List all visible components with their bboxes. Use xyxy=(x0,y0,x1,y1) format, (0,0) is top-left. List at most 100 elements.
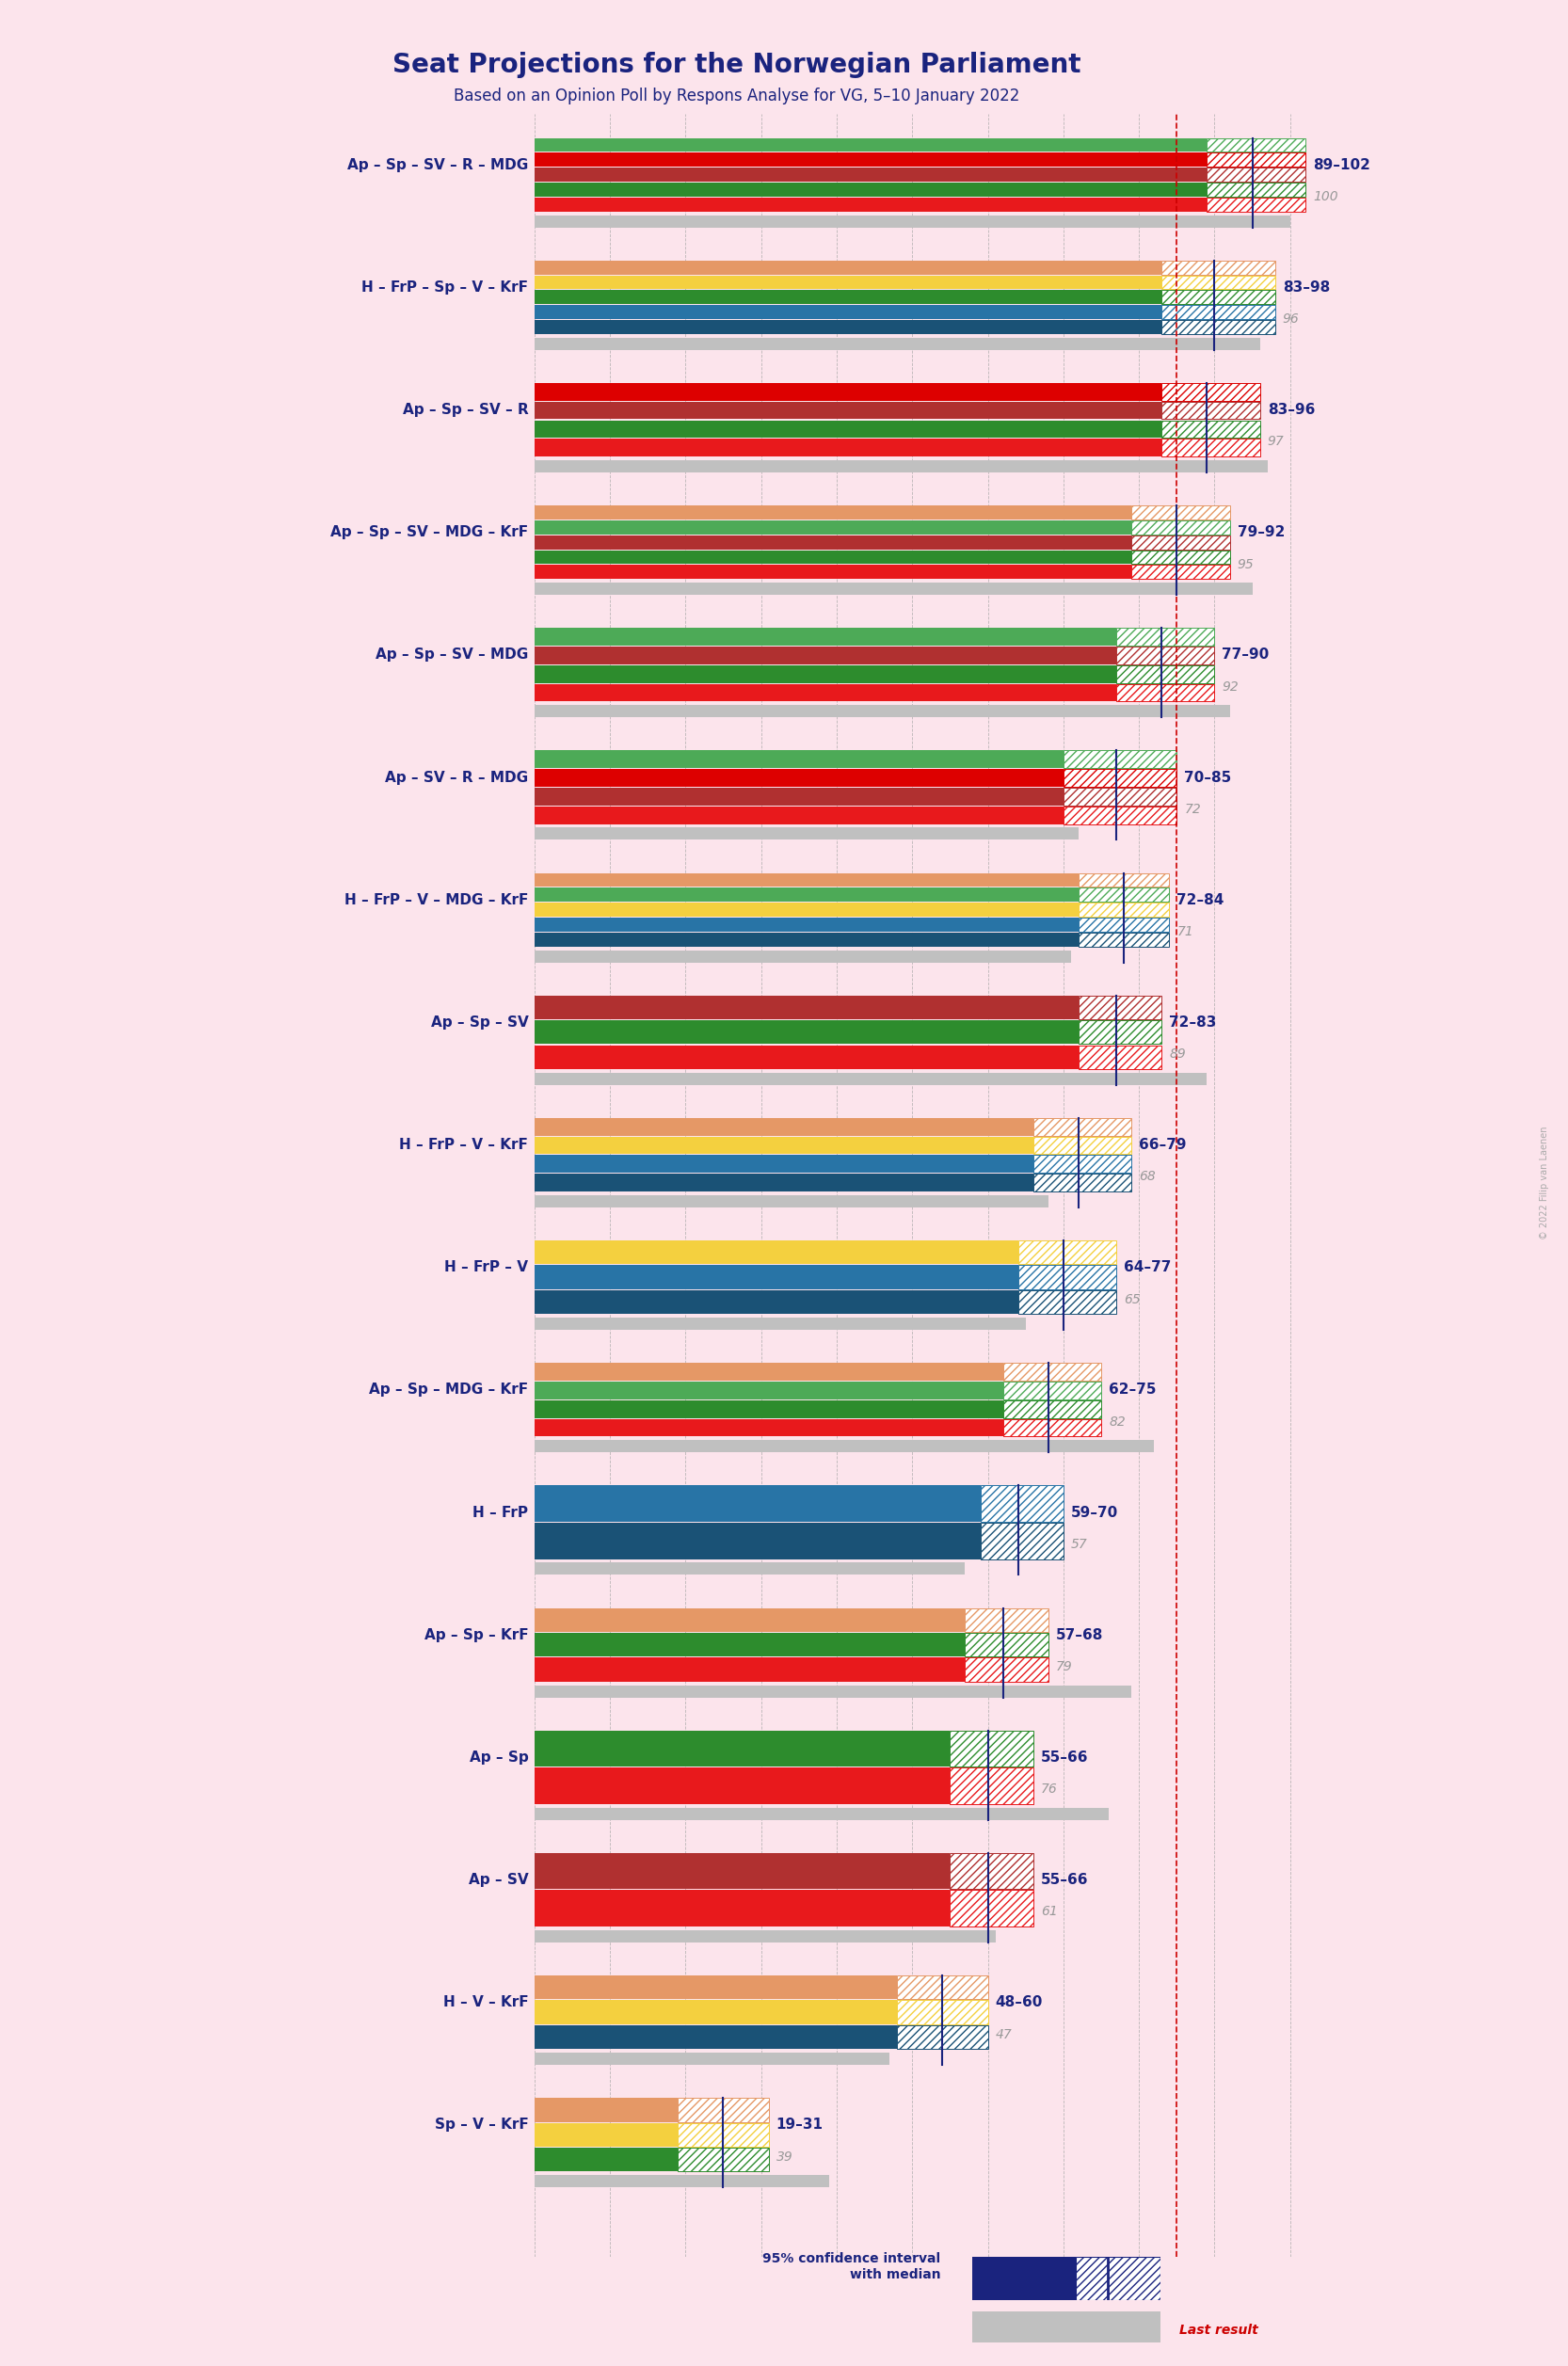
Bar xyxy=(535,932,1079,946)
Text: 62–75: 62–75 xyxy=(1109,1382,1156,1396)
Bar xyxy=(535,1524,980,1559)
Bar xyxy=(897,1999,988,2025)
Bar xyxy=(1132,506,1229,521)
Bar xyxy=(1132,551,1229,563)
Bar xyxy=(535,1195,1049,1207)
Text: Ap – Sp – SV: Ap – Sp – SV xyxy=(431,1015,528,1029)
Text: H – V – KrF: H – V – KrF xyxy=(444,1995,528,2009)
Bar xyxy=(966,1659,1049,1682)
Bar xyxy=(535,1562,966,1576)
Text: 89–102: 89–102 xyxy=(1312,159,1370,173)
Bar xyxy=(535,807,1063,823)
Bar xyxy=(535,996,1079,1020)
Bar xyxy=(535,535,1132,549)
Text: Ap – Sp – SV – R: Ap – Sp – SV – R xyxy=(403,402,528,416)
Bar xyxy=(535,918,1079,932)
Bar xyxy=(535,951,1071,963)
Text: Ap – Sp – SV – R – MDG: Ap – Sp – SV – R – MDG xyxy=(348,159,528,173)
Bar xyxy=(535,1931,996,1942)
Bar xyxy=(535,1363,1004,1382)
Bar xyxy=(535,438,1162,457)
Bar xyxy=(1162,421,1261,438)
Bar xyxy=(535,565,1132,580)
Bar xyxy=(1018,1266,1116,1289)
Bar xyxy=(1033,1119,1132,1136)
Bar xyxy=(535,1486,980,1521)
Bar xyxy=(1076,2257,1160,2300)
Text: 59–70: 59–70 xyxy=(1071,1505,1118,1519)
Bar xyxy=(1004,1420,1101,1436)
Bar xyxy=(535,402,1162,419)
Bar xyxy=(535,1685,1132,1696)
Bar xyxy=(950,1730,1033,1767)
Bar xyxy=(677,2122,768,2146)
Bar xyxy=(1063,750,1176,769)
Text: 65: 65 xyxy=(1124,1292,1140,1306)
Bar xyxy=(535,521,1132,535)
Text: 48–60: 48–60 xyxy=(996,1995,1043,2009)
Bar xyxy=(535,904,1079,916)
Bar xyxy=(1162,383,1261,400)
Bar xyxy=(535,1119,1033,1136)
Bar xyxy=(535,1174,1033,1192)
Bar xyxy=(535,1382,1004,1398)
Bar xyxy=(950,1767,1033,1803)
Bar xyxy=(535,1730,950,1767)
Bar xyxy=(1162,274,1275,289)
Bar xyxy=(535,2148,677,2172)
Text: 47: 47 xyxy=(996,2028,1011,2042)
Bar xyxy=(535,582,1253,594)
Bar xyxy=(1162,438,1261,457)
Bar xyxy=(535,551,1132,563)
Text: Seat Projections for the Norwegian Parliament: Seat Projections for the Norwegian Parli… xyxy=(392,52,1082,78)
Bar xyxy=(535,274,1162,289)
Text: 92: 92 xyxy=(1221,679,1239,693)
Bar xyxy=(535,2025,897,2049)
Bar xyxy=(535,2174,829,2189)
Bar xyxy=(972,2257,1076,2300)
Bar xyxy=(1207,182,1305,196)
Bar xyxy=(535,1633,966,1656)
Bar xyxy=(950,1853,1033,1890)
Text: Ap – Sp – KrF: Ap – Sp – KrF xyxy=(425,1628,528,1642)
Bar xyxy=(1004,1382,1101,1398)
Bar xyxy=(1079,1020,1162,1043)
Text: 72–84: 72–84 xyxy=(1176,892,1225,906)
Bar xyxy=(535,1046,1079,1069)
Bar xyxy=(1207,199,1305,211)
Bar xyxy=(1079,1046,1162,1069)
Bar xyxy=(535,1890,950,1926)
Bar xyxy=(535,1318,1025,1330)
Text: Ap – SV – R – MDG: Ap – SV – R – MDG xyxy=(386,771,528,786)
Bar xyxy=(1018,1289,1116,1313)
Bar xyxy=(1116,627,1215,646)
Bar xyxy=(1162,402,1261,419)
Bar xyxy=(1207,168,1305,182)
Text: Ap – Sp: Ap – Sp xyxy=(469,1751,528,1765)
Bar xyxy=(535,154,1207,166)
Text: 96: 96 xyxy=(1283,312,1300,327)
Bar xyxy=(535,873,1079,887)
Text: H – FrP – V – KrF: H – FrP – V – KrF xyxy=(400,1138,528,1152)
Bar xyxy=(1132,535,1229,549)
Bar xyxy=(1079,887,1170,901)
Bar xyxy=(1079,996,1162,1020)
Bar xyxy=(1116,646,1215,665)
Bar xyxy=(1162,319,1275,334)
Text: 77–90: 77–90 xyxy=(1221,648,1270,662)
Bar xyxy=(535,291,1162,305)
Bar xyxy=(535,1609,966,1633)
Bar xyxy=(535,1136,1033,1155)
Bar xyxy=(535,421,1162,438)
Bar xyxy=(535,137,1207,151)
Bar xyxy=(535,684,1116,700)
Text: 61: 61 xyxy=(1041,1905,1057,1919)
Bar xyxy=(1004,1363,1101,1382)
Text: © 2022 Filip van Laenen: © 2022 Filip van Laenen xyxy=(1540,1126,1549,1240)
Bar xyxy=(535,305,1162,319)
Text: 55–66: 55–66 xyxy=(1041,1751,1088,1765)
Bar xyxy=(535,1289,1018,1313)
Text: Sp – V – KrF: Sp – V – KrF xyxy=(434,2118,528,2132)
Bar xyxy=(1207,154,1305,166)
Bar xyxy=(1079,904,1170,916)
